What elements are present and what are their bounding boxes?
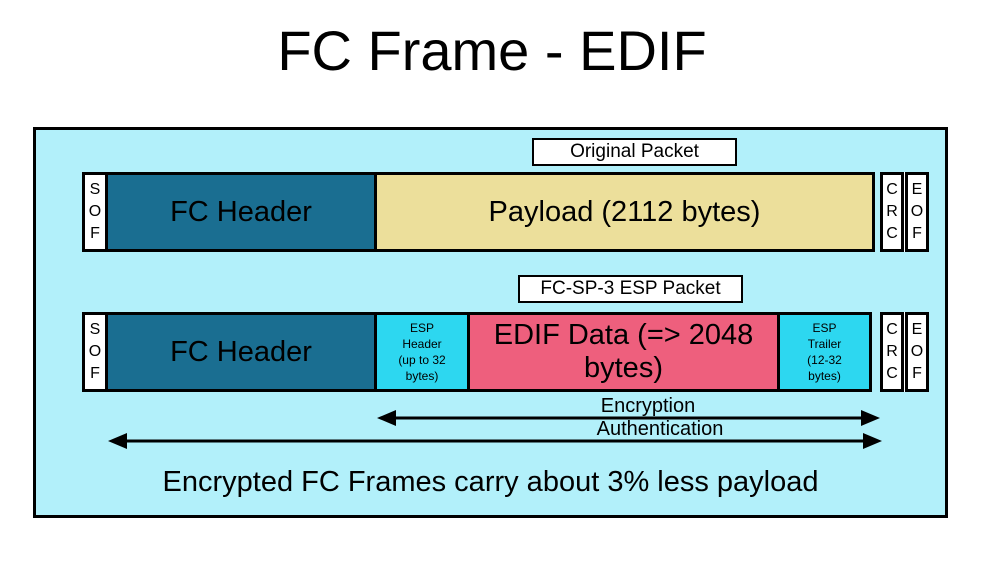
original-payload-field: Payload (2112 bytes) (374, 172, 875, 252)
esp-header-field: ESP Header (up to 32 bytes) (374, 312, 470, 392)
edif-data-field: EDIF Data (=> 2048 bytes) (467, 312, 780, 392)
diagram-panel: Original Packet S O F FC Header Payload … (33, 127, 948, 518)
esp-trailer-field: ESP Trailer (12-32 bytes) (777, 312, 872, 392)
original-sof-text: S O F (88, 181, 102, 242)
esp-crc-eof-group: C R C E O F (880, 312, 929, 392)
esp-packet-label: FC-SP-3 ESP Packet (518, 275, 743, 303)
esp-header-text: ESP Header (up to 32 bytes) (398, 321, 446, 383)
original-packet-label-text: Original Packet (570, 141, 699, 162)
esp-crc-field: C R C (880, 312, 904, 392)
edif-data-text: EDIF Data (=> 2048 bytes) (493, 319, 754, 384)
esp-trailer-text: ESP Trailer (12-32 bytes) (807, 321, 842, 383)
esp-packet-row: S O F FC Header ESP Header (up to 32 byt… (82, 312, 872, 392)
original-crc-eof-group: C R C E O F (880, 172, 929, 252)
original-fc-header-text: FC Header (170, 195, 312, 228)
original-packet-row: S O F FC Header Payload (2112 bytes) (82, 172, 875, 252)
original-eof-field: E O F (905, 172, 929, 252)
authentication-label: Authentication (596, 418, 724, 440)
original-crc-text: C R C (886, 181, 898, 242)
footnote-text: Encrypted FC Frames carry about 3% less … (162, 466, 819, 498)
page-title: FC Frame - EDIF (277, 19, 707, 82)
original-eof-text: E O F (910, 181, 924, 242)
original-sof-field: S O F (82, 172, 108, 252)
original-packet-label: Original Packet (532, 138, 737, 166)
esp-sof-text: S O F (88, 321, 102, 382)
encryption-label: Encryption (600, 395, 696, 417)
esp-eof-field: E O F (905, 312, 929, 392)
esp-eof-text: E O F (910, 321, 924, 382)
original-crc-field: C R C (880, 172, 904, 252)
original-fc-header-field: FC Header (105, 172, 377, 252)
esp-packet-label-text: FC-SP-3 ESP Packet (540, 278, 721, 299)
esp-crc-text: C R C (886, 321, 898, 382)
original-payload-text: Payload (2112 bytes) (488, 195, 761, 228)
esp-fc-header-field: FC Header (105, 312, 377, 392)
esp-fc-header-text: FC Header (170, 335, 312, 368)
authentication-arrow (108, 433, 882, 449)
